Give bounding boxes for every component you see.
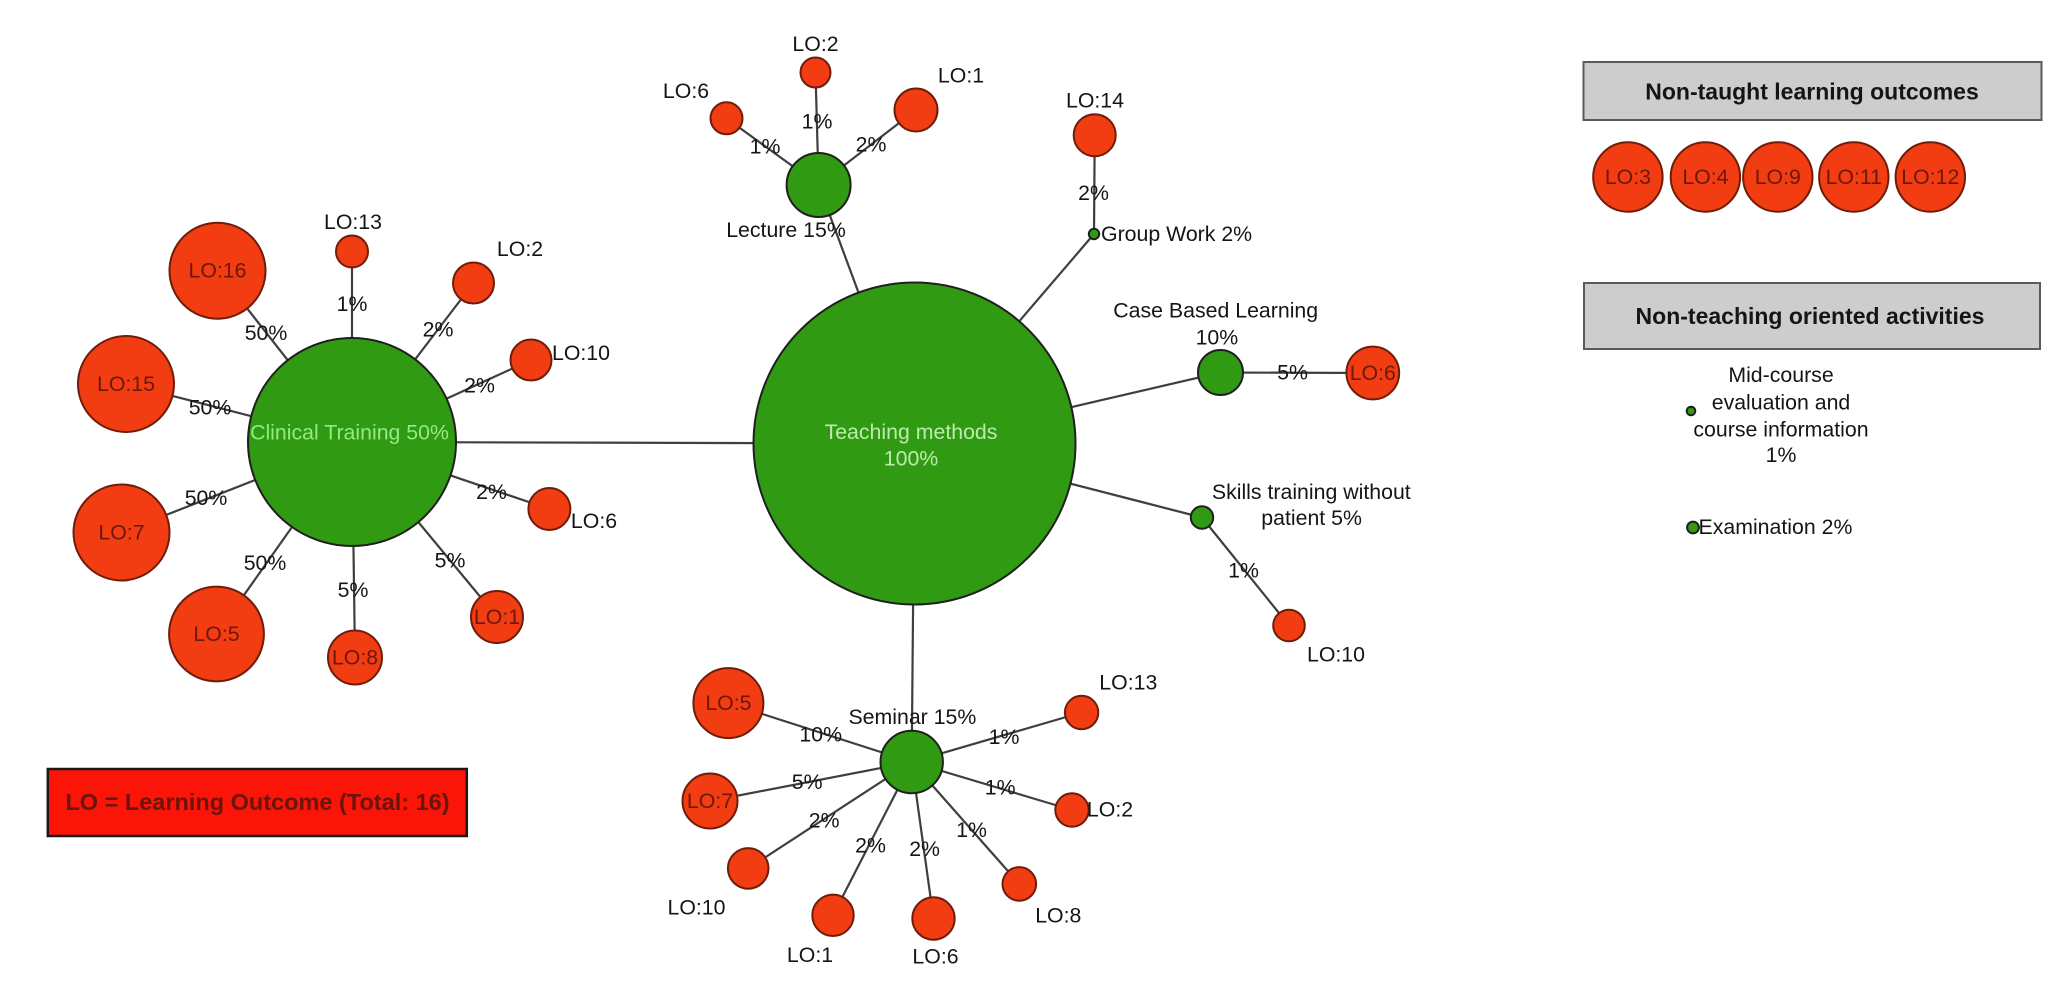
- svg-text:1%: 1%: [1228, 559, 1259, 583]
- svg-text:1%: 1%: [985, 776, 1016, 800]
- svg-text:1%: 1%: [956, 818, 987, 842]
- svg-text:LO:8: LO:8: [1035, 903, 1081, 927]
- svg-text:2%: 2%: [423, 318, 454, 342]
- svg-text:1%: 1%: [337, 292, 368, 316]
- svg-text:5%: 5%: [435, 549, 466, 573]
- svg-text:Skills training without: Skills training without: [1212, 480, 1411, 504]
- svg-text:LO:6: LO:6: [663, 79, 709, 103]
- svg-text:LO:2: LO:2: [497, 237, 543, 261]
- svg-text:LO:2: LO:2: [792, 32, 838, 56]
- svg-text:5%: 5%: [792, 770, 823, 794]
- svg-text:2%: 2%: [856, 133, 887, 157]
- svg-text:2%: 2%: [476, 480, 507, 504]
- svg-text:5%: 5%: [1277, 361, 1308, 385]
- svg-text:patient 5%: patient 5%: [1261, 506, 1362, 530]
- svg-text:LO:10: LO:10: [1307, 643, 1365, 667]
- svg-text:Group Work 2%: Group Work 2%: [1101, 222, 1252, 246]
- svg-text:course information: course information: [1693, 418, 1868, 442]
- svg-text:10%: 10%: [799, 722, 842, 746]
- svg-text:Lecture 15%: Lecture 15%: [726, 218, 846, 242]
- svg-text:LO:12: LO:12: [1901, 165, 1959, 189]
- svg-text:2%: 2%: [464, 374, 495, 398]
- svg-text:LO:10: LO:10: [667, 896, 725, 920]
- svg-text:1%: 1%: [1766, 443, 1797, 467]
- svg-text:Seminar 15%: Seminar 15%: [848, 705, 976, 729]
- svg-text:LO:4: LO:4: [1682, 165, 1728, 189]
- svg-text:LO:1: LO:1: [938, 64, 984, 88]
- svg-text:LO:5: LO:5: [193, 622, 239, 646]
- svg-text:LO:6: LO:6: [1350, 361, 1396, 385]
- svg-text:LO:1: LO:1: [787, 943, 833, 967]
- svg-text:Non-taught learning outcomes: Non-taught learning outcomes: [1645, 79, 1979, 105]
- svg-text:LO:10: LO:10: [552, 341, 610, 365]
- svg-text:10%: 10%: [1196, 326, 1239, 350]
- svg-text:LO:7: LO:7: [98, 521, 144, 545]
- svg-text:Teaching methods: Teaching methods: [825, 420, 998, 444]
- svg-text:Clinical Training 50%: Clinical Training 50%: [250, 421, 449, 445]
- svg-text:Non-teaching oriented activiti: Non-teaching oriented activities: [1636, 303, 1985, 329]
- svg-text:evaluation and: evaluation and: [1712, 391, 1851, 415]
- svg-text:50%: 50%: [189, 396, 232, 420]
- svg-text:50%: 50%: [244, 551, 287, 575]
- svg-text:Case Based Learning: Case Based Learning: [1113, 299, 1318, 323]
- svg-text:LO = Learning Outcome (Total:: LO = Learning Outcome (Total: 16): [65, 789, 449, 815]
- svg-text:100%: 100%: [884, 447, 939, 471]
- svg-text:LO:2: LO:2: [1087, 798, 1133, 822]
- svg-text:LO:7: LO:7: [687, 789, 733, 813]
- svg-text:LO:5: LO:5: [705, 691, 751, 715]
- svg-text:1%: 1%: [989, 725, 1020, 749]
- svg-text:LO:16: LO:16: [188, 259, 246, 283]
- svg-text:LO:11: LO:11: [1826, 165, 1882, 189]
- svg-text:2%: 2%: [855, 834, 886, 858]
- svg-text:LO:1: LO:1: [474, 605, 520, 629]
- svg-text:1%: 1%: [802, 110, 833, 134]
- svg-text:50%: 50%: [245, 321, 288, 345]
- svg-text:2%: 2%: [1078, 181, 1109, 205]
- svg-text:LO:6: LO:6: [571, 509, 617, 533]
- svg-text:LO:14: LO:14: [1066, 88, 1124, 112]
- svg-text:LO:15: LO:15: [97, 372, 155, 396]
- svg-text:Mid-course: Mid-course: [1728, 363, 1833, 387]
- svg-text:50%: 50%: [185, 486, 228, 510]
- svg-text:1%: 1%: [750, 135, 781, 159]
- svg-text:5%: 5%: [338, 578, 369, 602]
- svg-text:LO:9: LO:9: [1755, 165, 1801, 189]
- svg-text:LO:13: LO:13: [1099, 671, 1157, 695]
- svg-text:Examination 2%: Examination 2%: [1699, 515, 1853, 539]
- svg-text:LO:6: LO:6: [912, 945, 958, 969]
- svg-text:LO:8: LO:8: [332, 646, 378, 670]
- svg-text:2%: 2%: [909, 837, 940, 861]
- svg-text:LO:3: LO:3: [1605, 165, 1651, 189]
- svg-text:LO:13: LO:13: [324, 210, 382, 234]
- svg-text:2%: 2%: [809, 808, 840, 832]
